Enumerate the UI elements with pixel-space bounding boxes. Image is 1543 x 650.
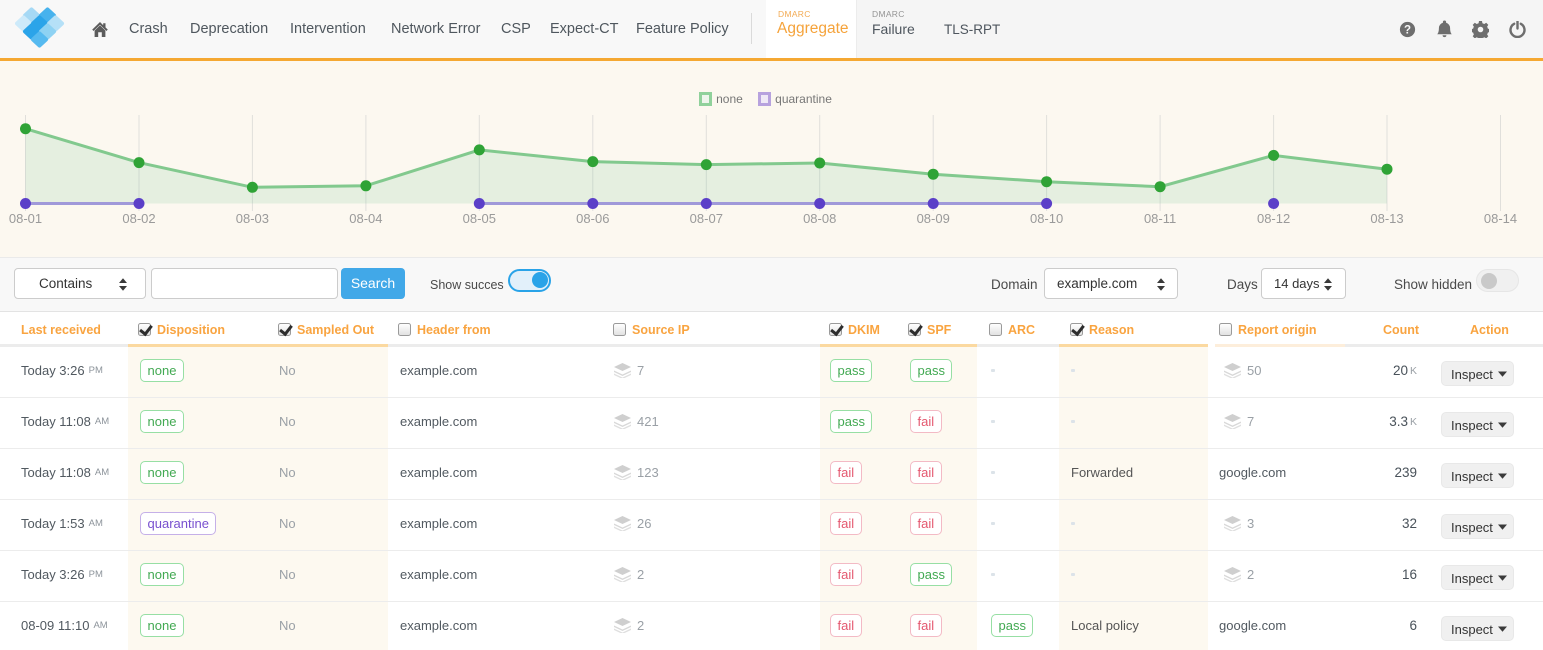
svg-text:08-08: 08-08 (803, 211, 836, 226)
svg-text:08-04: 08-04 (349, 211, 382, 226)
svg-text:08-13: 08-13 (1370, 211, 1403, 226)
svg-text:08-02: 08-02 (122, 211, 155, 226)
svg-text:08-14: 08-14 (1484, 211, 1517, 226)
svg-text:08-11: 08-11 (1144, 211, 1176, 226)
svg-text:08-12: 08-12 (1257, 211, 1290, 226)
svg-text:?: ? (1404, 25, 1411, 37)
svg-text:08-05: 08-05 (463, 211, 496, 226)
svg-text:08-03: 08-03 (236, 211, 269, 226)
svg-text:08-07: 08-07 (690, 211, 723, 226)
svg-text:08-09: 08-09 (917, 211, 950, 226)
svg-text:08-06: 08-06 (576, 211, 609, 226)
svg-text:08-10: 08-10 (1030, 211, 1063, 226)
svg-text:08-01: 08-01 (9, 211, 42, 226)
